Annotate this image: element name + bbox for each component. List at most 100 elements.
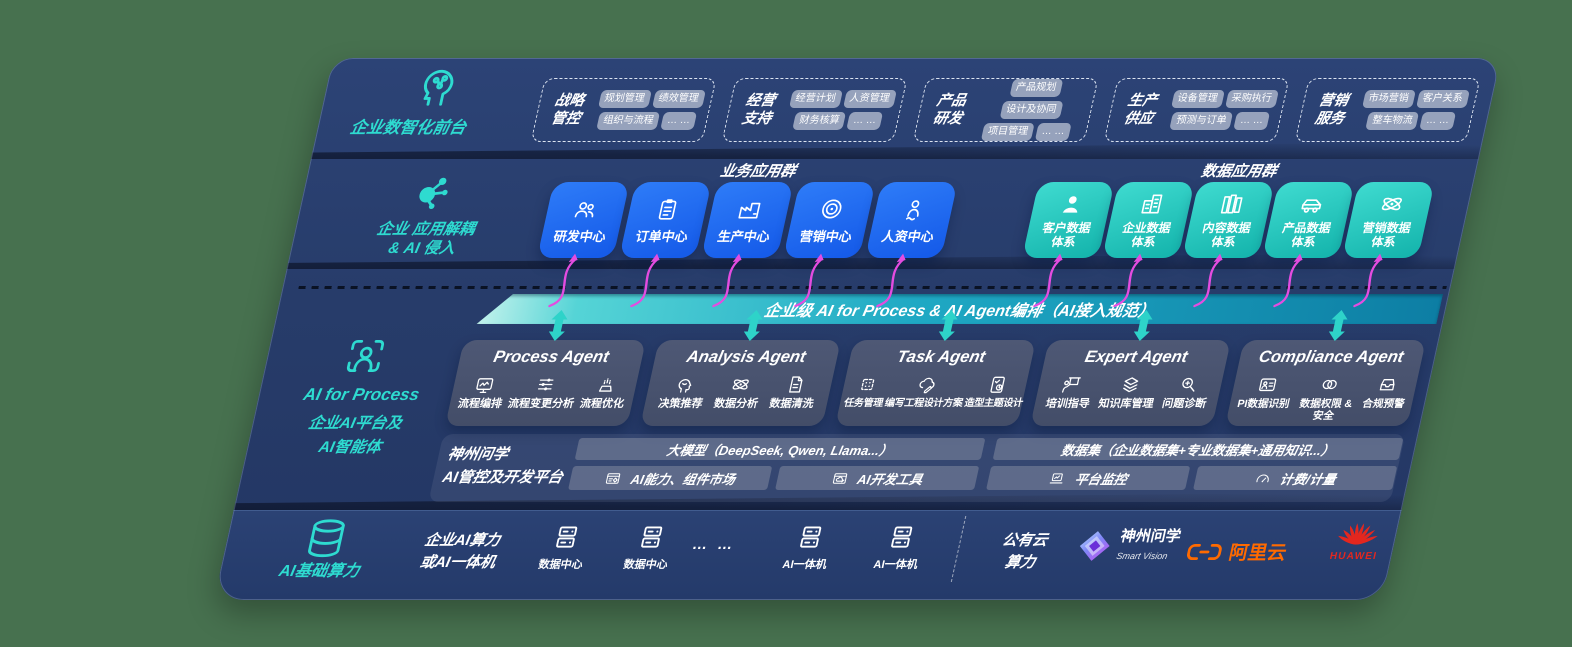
- id-card-icon: [1255, 374, 1281, 395]
- front-office-group-strategy: 战略 管控 规划管理 绩效管理 组织与流程 … …: [530, 78, 717, 142]
- ai-agent-label: AI智能体: [316, 439, 383, 456]
- chip: 设计及协同: [999, 101, 1064, 119]
- head-circuit-icon: [408, 63, 464, 109]
- target-icon: [816, 196, 848, 222]
- data-box-marketing: 营销数据 体系: [1342, 182, 1435, 258]
- agent-items: 培训指导 知识库管理 问题诊断: [1037, 374, 1219, 411]
- window-gear-icon: [603, 470, 624, 487]
- head-chat-icon: [672, 374, 698, 395]
- agent-item: PI数据识别: [1236, 374, 1296, 410]
- task-grid-icon: [855, 374, 881, 395]
- group-title: 产品 研发: [931, 92, 968, 127]
- stage-icon: [593, 374, 619, 395]
- agent-title: Expert Agent: [1083, 348, 1190, 366]
- data-box-label: 内容数据 体系: [1201, 220, 1253, 249]
- chip: 财务核算: [792, 112, 847, 130]
- front-office-group-product: 产品 研发 产品规划 设计及协同 项目管理 … …: [912, 78, 1099, 142]
- chip: 市场营销: [1361, 90, 1416, 108]
- chip: 预测与订单: [1169, 112, 1234, 130]
- sliders-icon: [532, 374, 558, 395]
- agent-title: Process Agent: [491, 348, 611, 366]
- billing-bar: 计费/计量: [1193, 466, 1398, 490]
- chip: … …: [1034, 123, 1072, 141]
- group-title: 营销 服务: [1313, 92, 1350, 127]
- ai-for-process-label: AI for Process: [301, 385, 422, 404]
- datacenter-block: 数据中心: [601, 522, 698, 572]
- chip: … …: [660, 112, 698, 130]
- datacenter-block: 数据中心: [516, 522, 613, 572]
- agent-card-task: Task Agent 任务管理 编写工程设计方案 造型主题设计: [835, 340, 1036, 426]
- data-box-product: 产品数据 体系: [1262, 182, 1355, 258]
- huawei-logo-icon: [1335, 516, 1382, 550]
- chip: 设备管理: [1170, 90, 1225, 108]
- server-icon: [633, 522, 670, 552]
- cloud-edit-icon: [915, 374, 941, 395]
- agent-title: Task Agent: [895, 348, 988, 366]
- inbox-alert-icon: [1375, 374, 1401, 395]
- ai-appliance-block: AI一体机: [851, 522, 948, 572]
- chip: 整车物流: [1365, 112, 1420, 130]
- app-box-label: 人资中心: [880, 228, 936, 244]
- data-box-content: 内容数据 体系: [1182, 182, 1275, 258]
- capability-market-bar: AI能力、组件市场: [568, 466, 773, 490]
- data-box-customer: 客户数据 体系: [1022, 182, 1115, 258]
- app-box-rd-center: 研发中心: [537, 182, 630, 258]
- user-icon: [1056, 191, 1088, 217]
- aliyun-text: 阿里云: [1226, 543, 1289, 564]
- agent-item: 知识库管理: [1097, 374, 1160, 411]
- building-icon: [1136, 191, 1168, 217]
- training-icon: [1059, 374, 1085, 395]
- ai-platform-label: 企业AI平台及: [306, 415, 404, 432]
- smartvision-logo: 神州问学 Smart Vision: [1074, 528, 1183, 564]
- agent-items: 任务管理 编写工程设计方案 造型主题设计: [843, 374, 1025, 410]
- band-separator: [311, 142, 1483, 159]
- agent-card-compliance: Compliance Agent PI数据识别 数据权限 & 安全 合规预警: [1225, 340, 1426, 426]
- app-box-hr-center: 人资中心: [865, 182, 958, 258]
- app-box-order-center: 订单中心: [619, 182, 712, 258]
- agent-items: 决策推荐 数据分析 数据清洗: [647, 374, 829, 411]
- server-icon: [548, 522, 585, 552]
- front-office-group-marketing: 营销 服务 市场营销 客户关系 整车物流 … …: [1294, 78, 1481, 142]
- group-title: 经营 支持: [740, 92, 777, 127]
- app-box-label: 研发中心: [552, 228, 608, 244]
- server-icon: [792, 522, 829, 552]
- agent-item: 合规预警: [1361, 374, 1411, 410]
- chip: 客户关系: [1415, 90, 1470, 108]
- chip: 规划管理: [597, 90, 652, 108]
- agent-item: 流程变更分析: [506, 374, 580, 411]
- atom-icon: [1376, 191, 1408, 217]
- agent-item: 数据清洗: [768, 374, 820, 411]
- server-icon: [883, 522, 920, 552]
- chip: 人资管理: [842, 90, 897, 108]
- agent-item: 流程优化: [578, 374, 630, 411]
- files-icon: [1216, 191, 1248, 217]
- front-office-group-operation: 经营 支持 经营计划 人资管理 财务核算 … …: [721, 78, 908, 142]
- app-box-label: 生产中心: [716, 228, 772, 244]
- data-box-label: 企业数据 体系: [1121, 220, 1173, 249]
- agent-items: PI数据识别 数据权限 & 安全 合规预警: [1230, 374, 1415, 422]
- database-icon: [298, 516, 354, 562]
- app-box-label: 营销中心: [798, 228, 854, 244]
- app-box-label: 订单中心: [634, 228, 690, 244]
- chip: 经营计划: [788, 90, 843, 108]
- platform-monitor-bar: 平台监控: [986, 466, 1191, 490]
- front-office-label: 企业数智化前台: [348, 119, 468, 137]
- team-icon: [570, 196, 602, 222]
- gauge-icon: [1252, 470, 1273, 487]
- agent-item: 任务管理: [843, 374, 890, 410]
- flow-monitor-icon: [471, 374, 497, 395]
- group-chips: 设备管理 采购执行 预测与订单 … …: [1164, 90, 1280, 130]
- data-box-label: 客户数据 体系: [1041, 220, 1093, 249]
- dataset-bar: 数据集（企业数据集+专业数据集+通用知识...）: [992, 438, 1404, 460]
- agent-item: 培训指导: [1044, 374, 1096, 411]
- dev-tools-bar: AI开发工具: [775, 466, 980, 490]
- chip: 产品规划: [1008, 79, 1063, 97]
- link-rings-icon: [1317, 374, 1343, 395]
- agent-title: Analysis Agent: [684, 348, 808, 366]
- laptop-chart-icon: [1047, 470, 1068, 487]
- data-apps-title: 数据应用群: [1199, 163, 1279, 180]
- data-box-label: 营销数据 体系: [1361, 220, 1413, 249]
- huawei-text: HUAWEI: [1328, 551, 1379, 562]
- agent-card-analysis: Analysis Agent 决策推荐 数据分析 数据清洗: [640, 340, 841, 426]
